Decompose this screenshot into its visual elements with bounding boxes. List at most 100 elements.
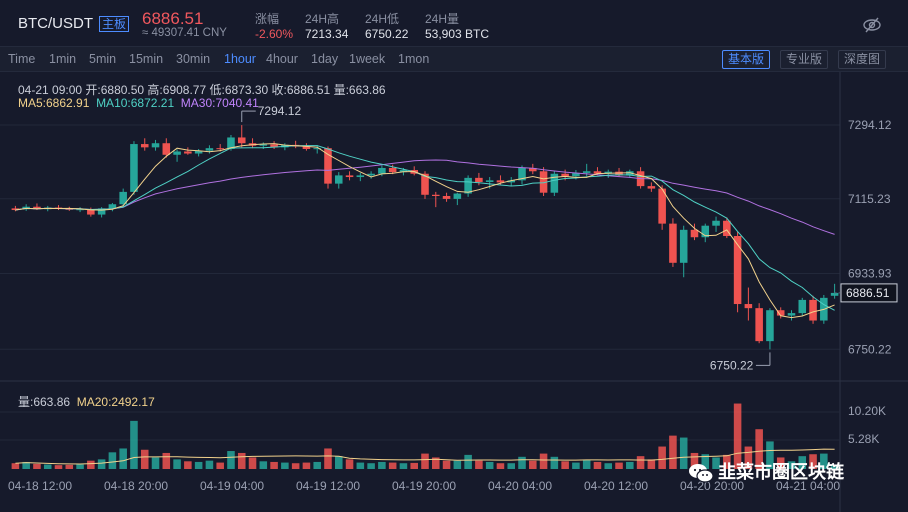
kline-chart[interactable]: 7294.12 7115.23 6933.93 6750.22 10.20K 5.28K 0… xyxy=(0,72,908,512)
volume-bar xyxy=(658,446,666,469)
time-axis-label: 04-18 12:00 xyxy=(8,479,72,493)
volume-bar xyxy=(766,441,774,469)
candle-body xyxy=(259,144,268,146)
candle-body xyxy=(712,220,720,226)
candle-body xyxy=(184,151,192,154)
volume-bar xyxy=(701,454,710,469)
volume-24h-label: 24H量 xyxy=(425,12,460,26)
candle-body xyxy=(550,173,559,193)
candle-body xyxy=(345,175,354,178)
basic-version-button[interactable]: 基本版 xyxy=(722,50,771,69)
tf-15min[interactable]: 15min xyxy=(129,52,164,66)
volume-bar xyxy=(270,461,278,469)
time-axis-label: 04-19 04:00 xyxy=(200,479,264,493)
high-price-label: 7294.12 xyxy=(258,104,302,118)
candle-body xyxy=(302,146,311,150)
volume-bar xyxy=(733,403,742,469)
candle-body xyxy=(723,220,731,236)
candle-body xyxy=(518,167,526,181)
wechat-icon xyxy=(689,464,714,483)
pro-version-button[interactable]: 专业版 xyxy=(780,50,829,69)
high-24h-label: 24H高 xyxy=(305,12,340,26)
candle-body xyxy=(432,194,440,197)
volume-bar xyxy=(615,462,623,469)
volume-bar xyxy=(378,461,386,469)
time-axis-label: 04-19 12:00 xyxy=(296,479,360,493)
candle-body xyxy=(647,186,656,189)
candle-body xyxy=(378,167,386,174)
tf-1min[interactable]: 1min xyxy=(49,52,77,66)
change-value: -2.60% xyxy=(255,27,294,41)
candle-body xyxy=(809,299,817,321)
volume-bar xyxy=(604,463,613,469)
volume-bar xyxy=(798,456,807,469)
candle-body xyxy=(97,208,106,215)
tf-1week[interactable]: 1week xyxy=(349,52,386,66)
candle-body xyxy=(830,292,839,296)
volume-bar xyxy=(485,461,494,469)
volume-bar xyxy=(755,429,763,469)
volume-bar xyxy=(119,448,127,469)
tf-1day[interactable]: 1day xyxy=(311,52,339,66)
volume-legend: 量:663.86 MA20:2492.17 xyxy=(18,393,155,410)
time-axis-label: 04-20 20:00 xyxy=(680,479,744,493)
volume-bar xyxy=(679,437,688,469)
cny-price: ≈ 49307.41 CNY xyxy=(142,27,227,39)
candle-body xyxy=(270,144,278,148)
volume-bar xyxy=(550,456,559,469)
volume-bar xyxy=(820,453,828,469)
volume-bar xyxy=(54,465,63,469)
candle-body xyxy=(798,299,807,314)
volume-bar xyxy=(572,462,580,469)
tf-4hour[interactable]: 4hour xyxy=(266,52,298,66)
tf-1hour[interactable]: 1hour xyxy=(224,52,256,66)
candle-body xyxy=(787,313,796,316)
candle-body xyxy=(76,209,84,211)
candle-body xyxy=(140,144,149,148)
volume-bar xyxy=(162,452,171,469)
eye-off-icon[interactable] xyxy=(862,15,882,35)
ma10-value: MA10:6872.21 xyxy=(96,96,175,110)
volume-bar xyxy=(76,464,84,469)
price-axis-label: 7294.12 xyxy=(848,118,892,132)
candle-body xyxy=(194,150,203,154)
volume-axis-label: 5.28K xyxy=(848,432,879,446)
candle-body xyxy=(11,208,20,211)
candle-body xyxy=(313,148,321,150)
volume-bar xyxy=(227,451,235,469)
volume-bar xyxy=(33,463,41,469)
volume-bar xyxy=(151,457,160,469)
volume-bar xyxy=(690,452,699,469)
candle-body xyxy=(216,148,224,150)
candle-body xyxy=(701,225,710,238)
watermark-text: 韭菜市圈区块链 xyxy=(718,462,844,482)
candle-body xyxy=(65,208,74,210)
tf-1mon[interactable]: 1mon xyxy=(398,52,430,66)
tf-time[interactable]: Time xyxy=(8,52,36,66)
depth-chart-button[interactable]: 深度图 xyxy=(838,50,887,69)
volume-bar xyxy=(291,463,300,469)
volume-bar xyxy=(809,454,817,469)
pair-title[interactable]: BTC/USDT xyxy=(18,15,93,32)
candle-body xyxy=(679,229,688,263)
tf-5min[interactable]: 5min xyxy=(89,52,117,66)
candle-body xyxy=(151,143,160,148)
volume-bar xyxy=(43,464,52,469)
candle-body xyxy=(582,171,591,173)
volume-bar xyxy=(130,420,138,469)
volume-ma20-line xyxy=(15,448,835,465)
candle-body xyxy=(615,171,623,176)
ma5-line xyxy=(15,143,835,319)
candle-body xyxy=(87,209,95,215)
volume-bar xyxy=(367,463,375,469)
price-axis-label: 7115.23 xyxy=(848,192,891,206)
volume-bar xyxy=(723,454,731,469)
candle-body xyxy=(496,180,505,183)
volume-ma20-value: MA20:2492.17 xyxy=(76,395,155,409)
candle-body xyxy=(130,144,138,192)
candle-body xyxy=(367,173,375,176)
tf-30min[interactable]: 30min xyxy=(176,52,211,66)
candle-body xyxy=(475,177,483,182)
low-price-label: 6750.22 xyxy=(710,358,754,372)
volume-bar xyxy=(140,449,149,469)
